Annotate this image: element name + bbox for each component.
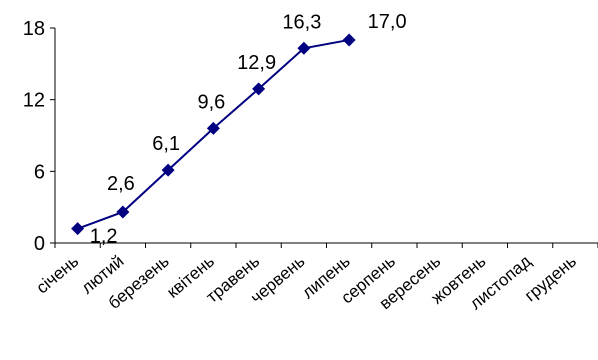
- data-point-marker: [116, 205, 130, 219]
- y-tick-label: 18: [23, 18, 45, 40]
- data-label: 9,6: [197, 91, 225, 113]
- data-point-marker: [342, 33, 356, 47]
- data-point-marker: [252, 82, 266, 96]
- data-label: 16,3: [282, 11, 321, 33]
- series-group: 1,2 2,6 6,1 9,6 12,9 16,3 17,0: [71, 11, 407, 248]
- data-point-marker: [161, 163, 175, 177]
- x-axis-ticks: січеньлютийберезеньквітеньтравеньчервень…: [33, 243, 598, 313]
- data-label: 6,1: [152, 133, 180, 155]
- x-tick-label: грудень: [521, 251, 580, 305]
- y-tick-label: 12: [23, 90, 45, 112]
- data-label: 17,0: [368, 11, 407, 33]
- data-label: 12,9: [237, 52, 276, 74]
- y-tick-label: 0: [34, 233, 45, 255]
- x-tick-label: січень: [33, 251, 83, 297]
- data-label: 1,2: [90, 226, 118, 248]
- y-axis-ticks: 0 6 12 18: [23, 18, 55, 255]
- data-point-marker: [71, 222, 85, 236]
- data-point-marker: [297, 41, 311, 55]
- data-label: 2,6: [107, 173, 135, 195]
- y-tick-label: 6: [34, 161, 45, 183]
- data-point-marker: [206, 121, 220, 135]
